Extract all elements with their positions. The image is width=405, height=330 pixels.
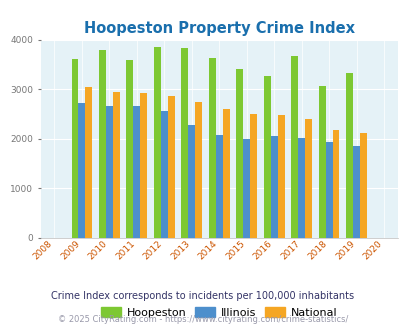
Bar <box>106 106 113 238</box>
Bar <box>345 73 352 238</box>
Bar <box>222 109 229 238</box>
Bar <box>359 133 366 238</box>
Bar <box>126 60 133 238</box>
Bar <box>352 146 359 238</box>
Bar <box>71 59 78 238</box>
Legend: Hoopeston, Illinois, National: Hoopeston, Illinois, National <box>96 303 341 322</box>
Bar <box>270 136 277 238</box>
Bar <box>209 58 215 238</box>
Bar <box>195 102 202 238</box>
Bar <box>305 119 311 238</box>
Bar <box>277 115 284 238</box>
Bar <box>113 92 119 238</box>
Bar <box>160 111 167 238</box>
Bar <box>263 76 270 238</box>
Bar <box>243 139 249 238</box>
Bar <box>249 114 256 238</box>
Bar <box>78 103 85 238</box>
Bar <box>332 130 339 238</box>
Bar <box>85 87 92 238</box>
Bar <box>291 56 298 238</box>
Bar <box>140 93 147 238</box>
Bar <box>236 69 243 238</box>
Text: © 2025 CityRating.com - https://www.cityrating.com/crime-statistics/: © 2025 CityRating.com - https://www.city… <box>58 315 347 324</box>
Bar <box>167 96 174 238</box>
Bar <box>298 138 305 238</box>
Bar <box>181 48 188 238</box>
Bar <box>215 135 222 238</box>
Bar <box>318 86 325 238</box>
Title: Hoopeston Property Crime Index: Hoopeston Property Crime Index <box>83 21 354 36</box>
Bar <box>188 125 195 238</box>
Bar <box>325 142 332 238</box>
Bar <box>153 47 160 238</box>
Bar <box>99 50 106 238</box>
Text: Crime Index corresponds to incidents per 100,000 inhabitants: Crime Index corresponds to incidents per… <box>51 291 354 301</box>
Bar <box>133 106 140 238</box>
